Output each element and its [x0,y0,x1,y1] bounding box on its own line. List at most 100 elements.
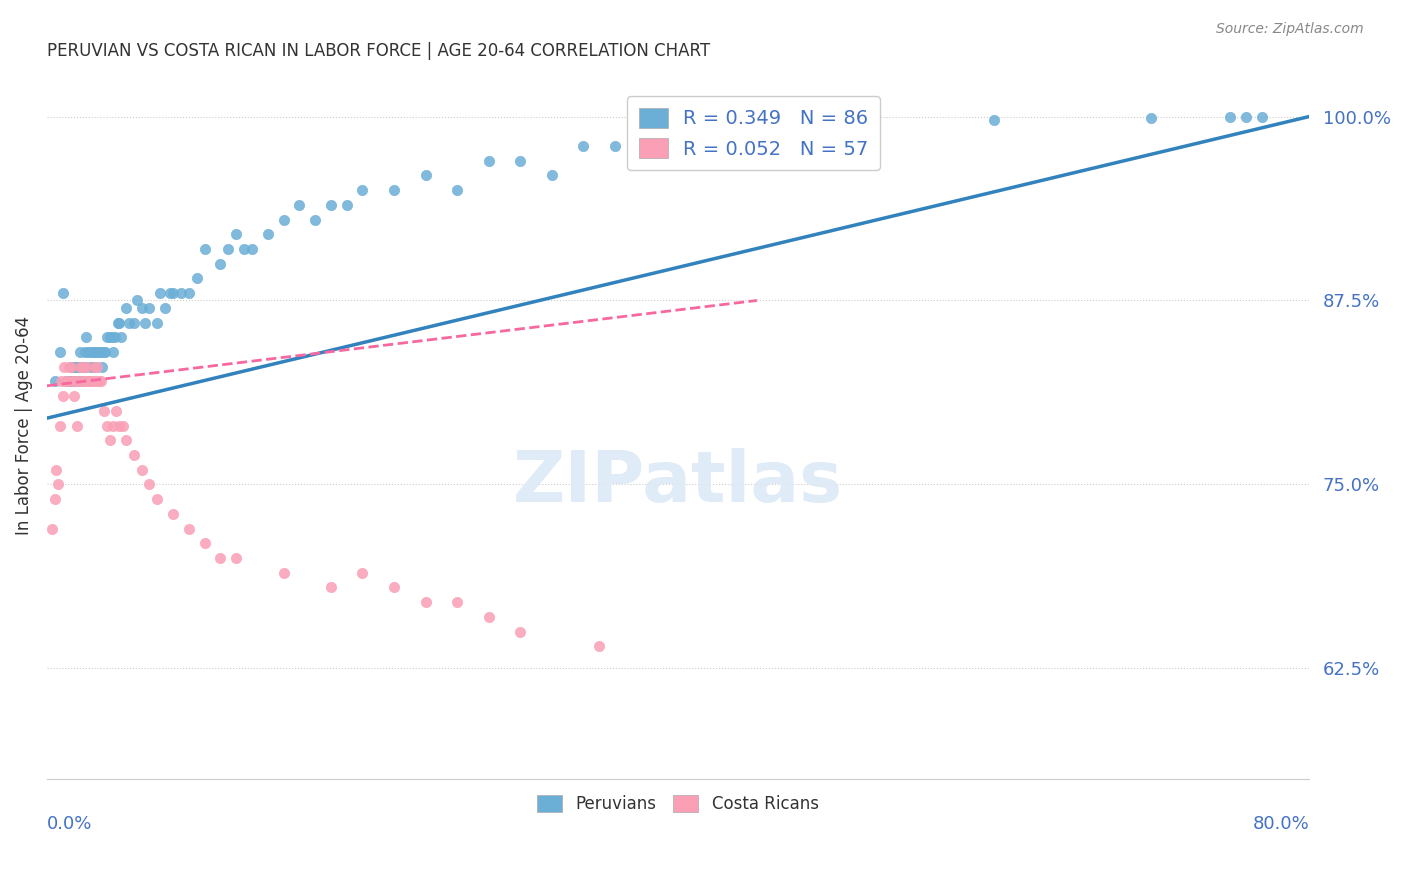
Point [138,301,160,315]
Point [60,375,83,389]
Point [62,359,84,374]
Point [478,153,501,168]
Point [45,463,67,477]
Point [118,316,141,330]
Point [352,566,374,580]
Point [80,345,103,359]
Point [75,359,97,374]
Point [65,375,87,389]
Point [304,212,326,227]
Point [55,375,77,389]
Point [122,316,145,330]
Point [636,139,658,153]
Point [509,153,531,168]
Point [146,492,169,507]
Point [73,345,96,359]
Point [75,330,97,344]
Point [122,448,145,462]
Point [478,609,501,624]
Point [77,375,100,389]
Point [70,375,93,389]
Point [1140,111,1163,125]
Point [48,345,70,359]
Point [100,330,122,344]
Point [87,345,110,359]
Point [603,139,626,153]
Point [233,242,256,256]
Point [46,477,69,491]
Point [319,198,342,212]
Point [84,375,107,389]
Point [44,492,66,507]
Point [90,345,112,359]
Point [572,139,595,153]
Point [1234,110,1257,124]
Point [209,550,232,565]
Point [98,330,121,344]
Point [70,375,93,389]
Point [101,418,124,433]
Point [162,507,184,521]
Point [273,566,295,580]
Point [70,359,93,374]
Point [91,359,114,374]
Point [194,536,217,550]
Point [138,477,160,491]
Point [824,117,846,131]
Point [105,404,128,418]
Point [415,595,437,609]
Point [336,198,359,212]
Point [83,359,105,374]
Point [104,330,127,344]
Point [84,359,107,374]
Point [67,375,90,389]
Point [177,522,200,536]
Point [79,375,101,389]
Point [94,345,117,359]
Point [177,286,200,301]
Point [59,359,82,374]
Point [114,301,136,315]
Point [56,375,79,389]
Point [82,345,104,359]
Point [509,624,531,639]
Point [256,227,278,242]
Point [52,286,75,301]
Point [93,404,115,418]
Point [96,330,118,344]
Point [59,359,82,374]
Point [48,418,70,433]
Point [446,183,468,197]
Point [110,330,132,344]
Point [49,375,72,389]
Point [588,639,610,653]
Point [65,375,87,389]
Point [209,257,232,271]
Point [149,286,172,301]
Point [69,345,91,359]
Point [73,375,96,389]
Point [382,183,405,197]
Point [60,375,83,389]
Text: 80.0%: 80.0% [1253,815,1309,833]
Point [217,242,239,256]
Point [67,375,90,389]
Point [162,286,184,301]
Point [107,316,129,330]
Point [66,359,89,374]
Point [1250,110,1272,124]
Point [52,389,75,403]
Point [58,359,80,374]
Point [80,359,103,374]
Point [79,375,101,389]
Point [90,375,112,389]
Point [86,345,108,359]
Point [225,550,247,565]
Point [101,345,124,359]
Point [82,359,104,374]
Point [352,183,374,197]
Point [87,375,110,389]
Point [240,242,263,256]
Point [382,580,405,594]
Point [72,359,94,374]
